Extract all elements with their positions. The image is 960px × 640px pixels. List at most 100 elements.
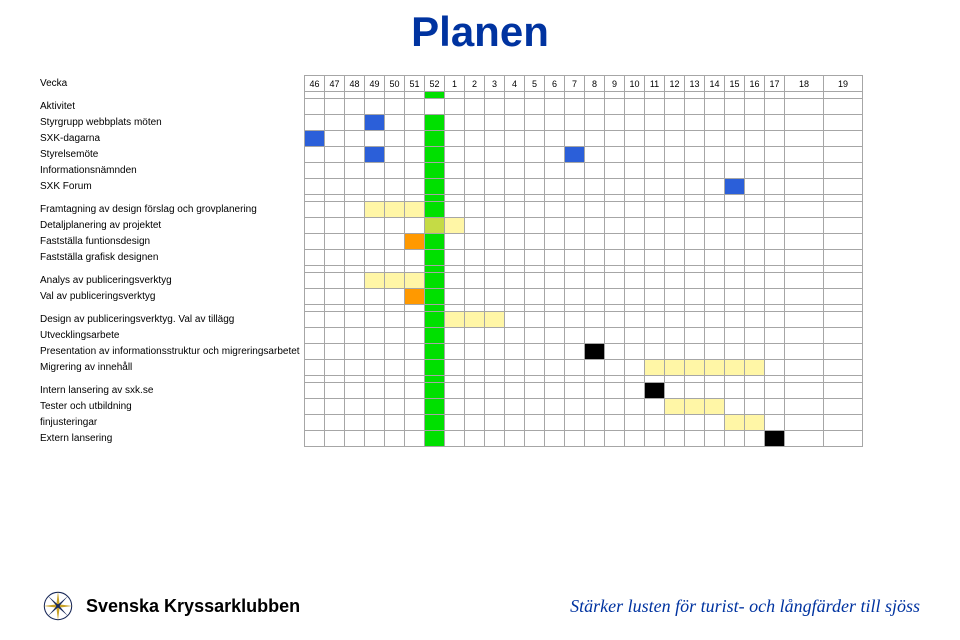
spacer-cell xyxy=(545,305,565,312)
spacer-cell xyxy=(585,305,605,312)
gantt-cell xyxy=(505,234,525,250)
gantt-cell xyxy=(505,250,525,266)
gantt-table: Vecka46474849505152123456789101112131415… xyxy=(40,75,863,447)
gantt-cell xyxy=(405,344,425,360)
activity-label: Extern lansering xyxy=(40,431,305,447)
gantt-cell xyxy=(425,431,445,447)
gantt-cell xyxy=(685,360,705,376)
spacer-cell xyxy=(605,92,625,99)
gantt-cell xyxy=(565,383,585,399)
gantt-cell xyxy=(365,179,385,195)
gantt-cell xyxy=(725,218,745,234)
gantt-cell xyxy=(385,218,405,234)
gantt-cell xyxy=(705,273,725,289)
spacer-cell xyxy=(545,92,565,99)
gantt-cell xyxy=(585,415,605,431)
gantt-cell xyxy=(725,250,745,266)
gantt-cell xyxy=(545,415,565,431)
gantt-cell xyxy=(685,383,705,399)
gantt-cell xyxy=(605,383,625,399)
activity-row: Presentation av informationsstruktur och… xyxy=(40,344,863,360)
gantt-cell xyxy=(405,234,425,250)
gantt-cell xyxy=(565,115,585,131)
gantt-cell xyxy=(445,399,465,415)
gantt-cell xyxy=(824,312,863,328)
gantt-cell xyxy=(785,250,824,266)
week-header-cell: 51 xyxy=(405,76,425,92)
activity-row: Detaljplanering av projektet xyxy=(40,218,863,234)
gantt-cell xyxy=(505,360,525,376)
gantt-cell xyxy=(505,383,525,399)
gantt-cell xyxy=(465,218,485,234)
gantt-cell xyxy=(505,218,525,234)
spacer-cell xyxy=(785,266,824,273)
gantt-cell xyxy=(745,360,765,376)
spacer-cell xyxy=(305,305,325,312)
spacer-cell xyxy=(345,195,365,202)
spacer-cell xyxy=(345,376,365,383)
gantt-cell xyxy=(345,344,365,360)
gantt-cell xyxy=(525,218,545,234)
gantt-cell xyxy=(625,147,645,163)
spacer-cell xyxy=(445,266,465,273)
gantt-cell xyxy=(365,273,385,289)
spacer-cell xyxy=(305,376,325,383)
gantt-cell xyxy=(505,312,525,328)
gantt-cell xyxy=(685,250,705,266)
spacer-cell xyxy=(645,376,665,383)
gantt-cell xyxy=(485,289,505,305)
spacer-cell xyxy=(525,195,545,202)
spacer-cell xyxy=(785,376,824,383)
spacer-cell xyxy=(765,376,785,383)
gantt-cell xyxy=(325,431,345,447)
gantt-cell xyxy=(605,360,625,376)
spacer-cell xyxy=(785,92,824,99)
gantt-cell xyxy=(305,115,325,131)
gantt-cell xyxy=(625,99,645,115)
gantt-cell xyxy=(705,383,725,399)
gantt-cell xyxy=(305,431,325,447)
gantt-cell xyxy=(325,383,345,399)
gantt-cell xyxy=(685,147,705,163)
gantt-cell xyxy=(545,312,565,328)
gantt-cell xyxy=(745,163,765,179)
week-header-cell: 15 xyxy=(725,76,745,92)
gantt-cell xyxy=(565,218,585,234)
activity-row: Fastställa funtionsdesign xyxy=(40,234,863,250)
gantt-cell xyxy=(824,328,863,344)
spacer-cell xyxy=(385,92,405,99)
gantt-cell xyxy=(625,415,645,431)
gantt-cell xyxy=(585,344,605,360)
gantt-cell xyxy=(605,202,625,218)
gantt-cell xyxy=(585,99,605,115)
gantt-cell xyxy=(465,250,485,266)
gantt-cell xyxy=(365,344,385,360)
spacer-cell xyxy=(445,305,465,312)
spacer-cell xyxy=(785,195,824,202)
gantt-cell xyxy=(585,147,605,163)
week-header-cell: 2 xyxy=(465,76,485,92)
gantt-cell xyxy=(645,312,665,328)
spacer-cell xyxy=(685,266,705,273)
spacer-cell xyxy=(765,92,785,99)
gantt-cell xyxy=(505,399,525,415)
gantt-cell xyxy=(585,273,605,289)
gantt-cell xyxy=(545,250,565,266)
gantt-cell xyxy=(605,312,625,328)
gantt-cell xyxy=(405,273,425,289)
gantt-cell xyxy=(685,415,705,431)
spacer-cell xyxy=(665,376,685,383)
gantt-cell xyxy=(465,202,485,218)
gantt-cell xyxy=(525,415,545,431)
gantt-cell xyxy=(545,328,565,344)
spacer-cell xyxy=(425,305,445,312)
activity-row: Val av publiceringsverktyg xyxy=(40,289,863,305)
activity-row: Design av publiceringsverktyg. Val av ti… xyxy=(40,312,863,328)
gantt-cell xyxy=(425,360,445,376)
gantt-cell xyxy=(625,383,645,399)
gantt-cell xyxy=(565,234,585,250)
gantt-cell xyxy=(605,99,625,115)
activity-label: finjusteringar xyxy=(40,415,305,431)
activity-row: SXK Forum xyxy=(40,179,863,195)
gantt-cell xyxy=(365,115,385,131)
